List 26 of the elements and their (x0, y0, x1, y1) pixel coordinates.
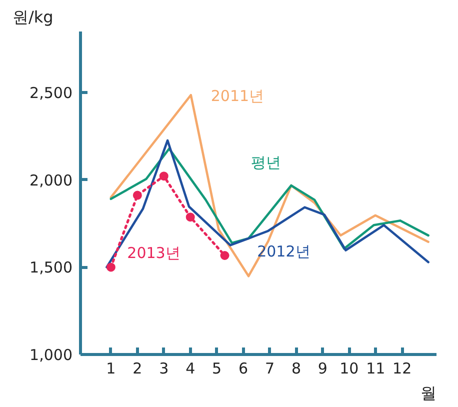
point (132, 190, 142, 200)
x-tick-label: 6 (238, 360, 248, 378)
x-axis-title: 월 (420, 384, 436, 402)
point (186, 212, 195, 222)
point (159, 172, 168, 181)
y-tick-label: 1,000 (30, 346, 73, 364)
x-tick-label: 2 (132, 360, 142, 378)
series-label: 2011년 (210, 87, 264, 106)
y-axis-title: 원/kg (12, 8, 54, 26)
y-tick-label: 1,500 (30, 258, 73, 277)
x-tick-label: 3 (159, 360, 169, 378)
x-tick-label: 9 (318, 360, 328, 378)
point (106, 262, 116, 272)
y-tick-label: 2,500 (30, 84, 73, 102)
series-label: 평년 (251, 153, 282, 172)
point (220, 251, 230, 260)
x-tick-label: 10 (340, 360, 359, 378)
x-tick-label: 8 (291, 360, 301, 378)
x-tick-label: 1 (106, 360, 116, 378)
x-tick-label: 5 (212, 360, 222, 378)
x-tick-label: 11 (366, 360, 386, 378)
x-tick-label: 4 (186, 360, 196, 378)
series-label: 2013년 (127, 244, 180, 262)
x-tick-label: 7 (264, 360, 275, 378)
y-tick-label: 2,000 (30, 171, 73, 190)
x-tick-label: 12 (392, 360, 412, 378)
